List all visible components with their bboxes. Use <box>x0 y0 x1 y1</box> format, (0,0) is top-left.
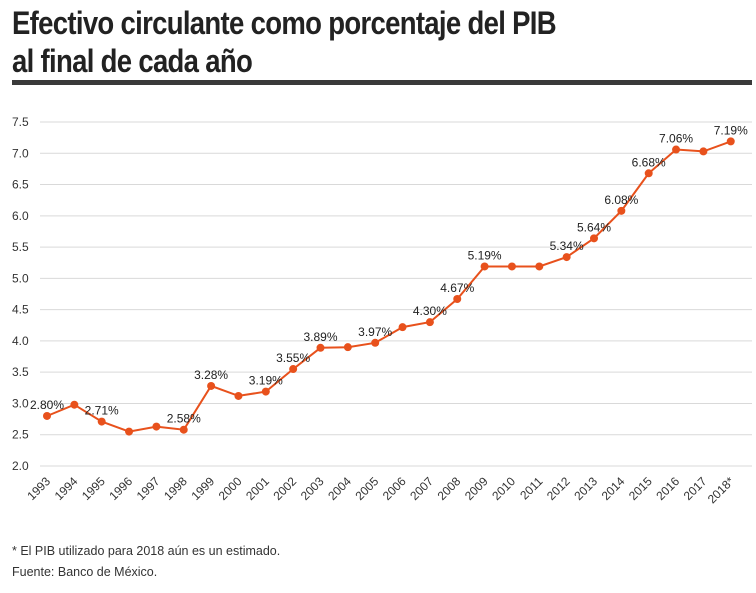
x-tick-label: 1995 <box>79 474 108 503</box>
data-point <box>316 343 325 352</box>
x-tick-label: 2004 <box>325 474 354 503</box>
x-tick-label: 2006 <box>380 474 409 503</box>
data-label: 6.68% <box>632 155 666 169</box>
x-tick-label: 2017 <box>681 474 710 503</box>
series-points <box>43 137 735 436</box>
data-point <box>726 137 735 146</box>
x-tick-label: 2013 <box>571 474 600 503</box>
y-tick-label: 7.5 <box>12 115 29 129</box>
x-tick-label: 2008 <box>435 474 464 503</box>
data-point <box>398 323 407 332</box>
data-label: 4.30% <box>413 304 447 318</box>
x-tick-label: 2012 <box>544 474 573 503</box>
y-tick-label: 6.0 <box>12 209 29 223</box>
data-label: 5.34% <box>550 239 584 253</box>
data-point <box>535 262 544 271</box>
x-tick-label: 1999 <box>188 474 217 503</box>
data-point <box>480 262 489 271</box>
data-point <box>179 425 188 434</box>
x-tick-label: 2003 <box>298 474 327 503</box>
data-label: 3.19% <box>249 374 283 388</box>
y-tick-label: 2.5 <box>12 428 29 442</box>
data-point <box>261 387 270 396</box>
x-tick-label: 1996 <box>106 474 135 503</box>
data-point <box>152 422 161 431</box>
data-label: 5.64% <box>577 220 611 234</box>
y-tick-label: 2.0 <box>12 459 29 473</box>
data-point <box>125 427 134 436</box>
x-tick-label: 2009 <box>462 474 491 503</box>
data-label: 2.71% <box>85 404 119 418</box>
y-tick-label: 4.5 <box>12 303 29 317</box>
y-axis-ticks: 2.0 2.5 3.0 3.5 4.0 4.5 5.0 5.5 6.0 6.5 7.0 7.5 <box>12 115 29 473</box>
x-tick-label: 2018* <box>705 474 737 506</box>
data-point <box>234 391 243 400</box>
data-label: 5.19% <box>468 248 502 262</box>
chart-title-line-1: Efectivo circulante como porcentaje del … <box>12 5 557 41</box>
y-tick-label: 6.5 <box>12 178 29 192</box>
data-label: 6.08% <box>604 193 638 207</box>
title-divider <box>12 80 752 85</box>
data-label: 3.28% <box>194 368 228 382</box>
data-point <box>289 365 298 374</box>
x-tick-label: 2011 <box>517 474 545 502</box>
data-label: 3.97% <box>358 325 392 339</box>
data-point <box>70 400 79 409</box>
x-tick-label: 2010 <box>489 474 518 503</box>
data-label: 2.58% <box>167 412 201 426</box>
data-label: 4.67% <box>440 281 474 295</box>
x-tick-label: 1994 <box>52 474 81 503</box>
source-note: Fuente: Banco de México. <box>12 565 158 579</box>
data-point <box>672 145 681 154</box>
data-point <box>562 253 571 262</box>
chart-title: Efectivo circulante como porcentaje del … <box>12 4 640 80</box>
data-labels: 2.80% 2.71% 2.58% 3.28% 3.19% 3.55% 3.89% 3.97%… <box>30 123 748 425</box>
data-label: 7.19% <box>714 123 748 137</box>
series-line <box>46 140 732 433</box>
data-point <box>207 381 216 390</box>
y-tick-label: 7.0 <box>12 146 29 160</box>
x-tick-label: 2007 <box>407 474 436 503</box>
x-tick-label: 2014 <box>599 474 628 503</box>
data-point <box>371 338 380 347</box>
data-point <box>699 147 708 156</box>
data-point <box>617 206 626 215</box>
x-tick-label: 1998 <box>161 474 190 503</box>
line-chart: 2.0 2.5 3.0 3.5 4.0 4.5 5.0 5.5 6.0 6.5 7.0 7.5 199… <box>12 115 752 506</box>
y-tick-label: 5.5 <box>12 240 29 254</box>
data-label: 3.55% <box>276 351 310 365</box>
data-point <box>453 295 462 304</box>
footnote: * El PIB utilizado para 2018 aún es un e… <box>12 544 281 558</box>
data-point <box>644 169 653 178</box>
data-point <box>97 417 106 426</box>
data-point <box>343 343 352 352</box>
x-tick-label: 2005 <box>353 474 382 503</box>
x-axis-ticks: 1993199419951996199719981999200020012002… <box>24 474 737 506</box>
x-tick-label: 2016 <box>653 474 682 503</box>
y-tick-label: 3.0 <box>12 396 29 410</box>
data-point <box>507 262 516 271</box>
data-label: 2.80% <box>30 398 64 412</box>
y-tick-label: 3.5 <box>12 365 29 379</box>
data-point <box>425 318 434 327</box>
data-label: 3.89% <box>303 330 337 344</box>
x-tick-label: 2002 <box>270 474 299 503</box>
y-tick-label: 4.0 <box>12 334 29 348</box>
series-line-layer <box>46 140 732 433</box>
data-label: 7.06% <box>659 132 693 146</box>
x-tick-label: 2015 <box>626 474 655 503</box>
data-point <box>43 411 51 420</box>
x-tick-label: 1993 <box>24 474 53 503</box>
chart-title-line-2: al final de cada año <box>12 43 253 79</box>
data-point <box>590 234 598 243</box>
y-tick-label: 5.0 <box>12 271 29 285</box>
gridlines <box>40 121 752 467</box>
x-tick-label: 1997 <box>134 474 163 503</box>
x-tick-label: 2000 <box>216 474 245 503</box>
x-tick-label: 2001 <box>243 474 272 503</box>
